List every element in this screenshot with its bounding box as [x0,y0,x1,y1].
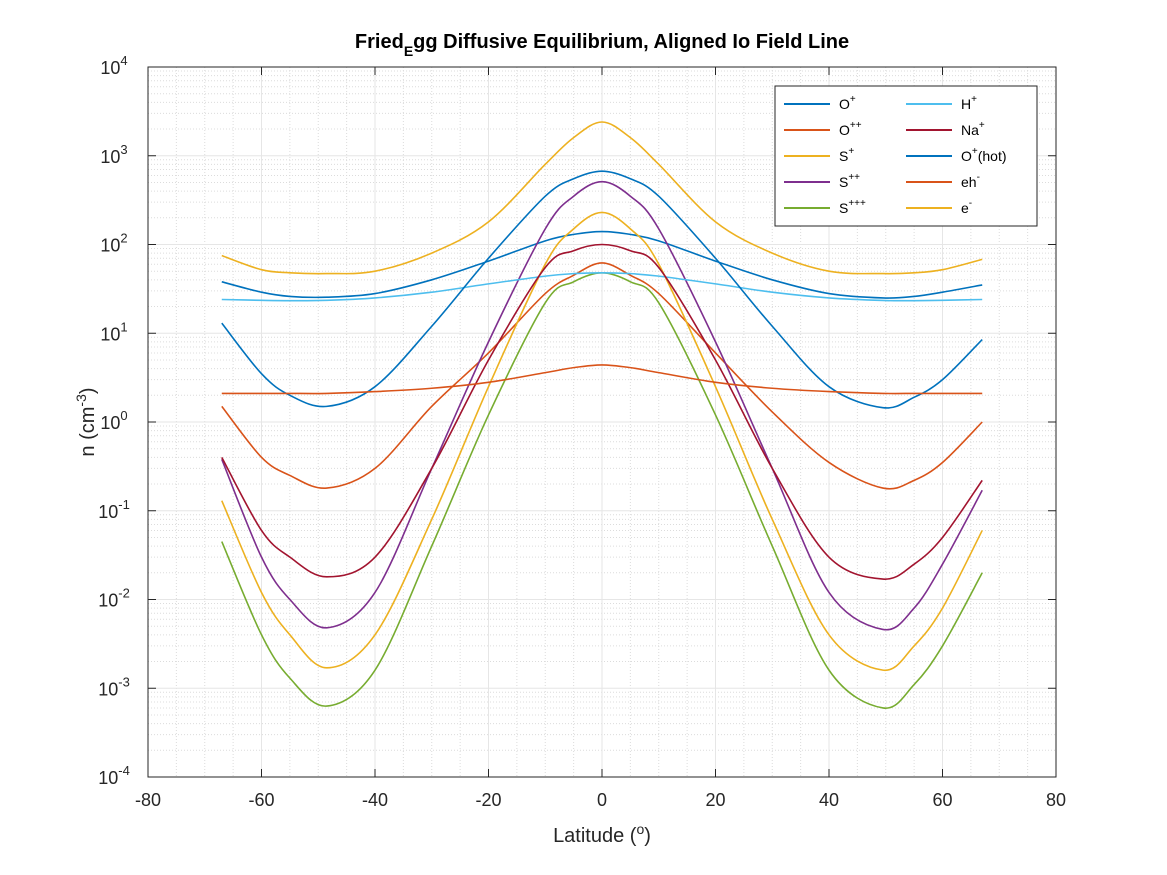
y-tick-labels: 10-4 10-3 10-2 10-1 100 101 102 103 104 [98,53,130,788]
x-tick-labels: -80 -60 -40 -20 0 20 40 60 80 [135,790,1066,810]
series-layer [221,121,983,709]
x-axis-label: Latitude (o) [553,821,651,847]
legend-label: O+ [839,94,856,112]
y-tick-label: 101 [100,319,127,344]
series-line-6 [221,243,983,580]
y-tick-label: 10-2 [98,586,130,611]
x-tick-label: 20 [705,790,725,810]
legend-label: Na+ [961,120,985,138]
legend-label: H+ [961,94,977,112]
chart-title: FriedEgg Diffusive Equilibrium, Aligned … [355,31,849,59]
x-tick-label: -60 [248,790,274,810]
y-tick-label: 102 [100,231,127,256]
legend-label: eh- [961,172,980,190]
series-line-8 [221,364,983,395]
series-line-9 [221,121,983,275]
y-tick-label: 10-3 [98,674,130,699]
x-tick-label: 60 [932,790,952,810]
legend-label: e- [961,198,972,216]
legend-label: O++ [839,120,862,138]
x-tick-label: 80 [1046,790,1066,810]
y-tick-label: 10-4 [98,763,130,788]
y-tick-label: 100 [100,408,127,433]
series-line-0 [221,230,983,299]
series-line-5 [221,271,983,302]
x-tick-label: 40 [819,790,839,810]
series-line-2 [221,211,983,671]
x-tick-label: -80 [135,790,161,810]
y-tick-label: 104 [100,53,127,78]
y-axis-label: n (cm-3) [73,387,99,456]
tick-marks [147,66,1057,778]
series-line-1 [221,262,983,490]
y-tick-label: 10-1 [98,497,130,522]
x-tick-label: -40 [362,790,388,810]
y-tick-label: 103 [100,142,127,167]
x-tick-label: 0 [597,790,607,810]
series-line-3 [221,180,983,631]
legend: O+ O++ S+ S++ S+++ H+ Na+ O+(hot) eh-e- [774,85,1038,227]
legend-label: S+++ [839,198,866,216]
legend-label: S+ [839,146,854,164]
legend-label: S++ [839,172,860,190]
legend-label: O+(hot) [961,146,1007,164]
series-line-7 [221,170,983,409]
x-tick-label: -20 [475,790,501,810]
